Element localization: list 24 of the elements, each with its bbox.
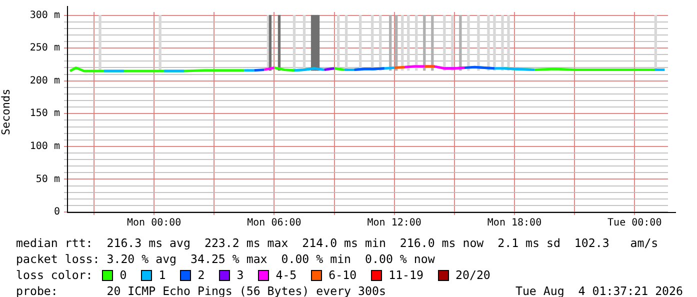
x-tick-label: Mon 00:00 xyxy=(127,218,182,229)
legend-label: 0 xyxy=(120,268,127,282)
x-tick-label: Mon 18:00 xyxy=(487,218,542,229)
text: packet loss: 3.20 % avg 34.25 % max 0.00 % min 0.00 % now xyxy=(16,252,435,266)
legend-label: 20/20 xyxy=(456,268,490,282)
legend-label: 1 xyxy=(158,268,166,282)
x-tick-label: Mon 06:00 xyxy=(247,218,302,229)
legend-label: 6-10 xyxy=(328,268,357,282)
y-tick-label: 200 m xyxy=(30,75,60,86)
y-tick-label: 100 m xyxy=(30,141,60,152)
legend-label: 2 xyxy=(198,268,205,282)
y-tick-label: 50 m xyxy=(36,174,60,185)
y-tick-label: 300 m xyxy=(30,10,60,21)
text: median rtt: 216.3 ms avg 223.2 ms max 214.0 ms min 216.0 ms now 2.1 ms sd 102.3 am/s xyxy=(16,236,658,250)
legend-label: 11-19 xyxy=(388,268,424,282)
legend-title: loss color: xyxy=(16,268,93,282)
x-tick-label: Mon 12:00 xyxy=(367,218,422,229)
y-tick-label: 150 m xyxy=(30,108,60,120)
x-tick-label: Tue 00:00 xyxy=(608,218,662,229)
y-axis-title: Seconds xyxy=(0,88,12,136)
y-tick-label: 0 xyxy=(54,206,60,218)
legend-label: 3 xyxy=(236,268,244,282)
y-tick-label: 250 m xyxy=(30,42,60,54)
legend-label: 4-5 xyxy=(276,268,297,282)
